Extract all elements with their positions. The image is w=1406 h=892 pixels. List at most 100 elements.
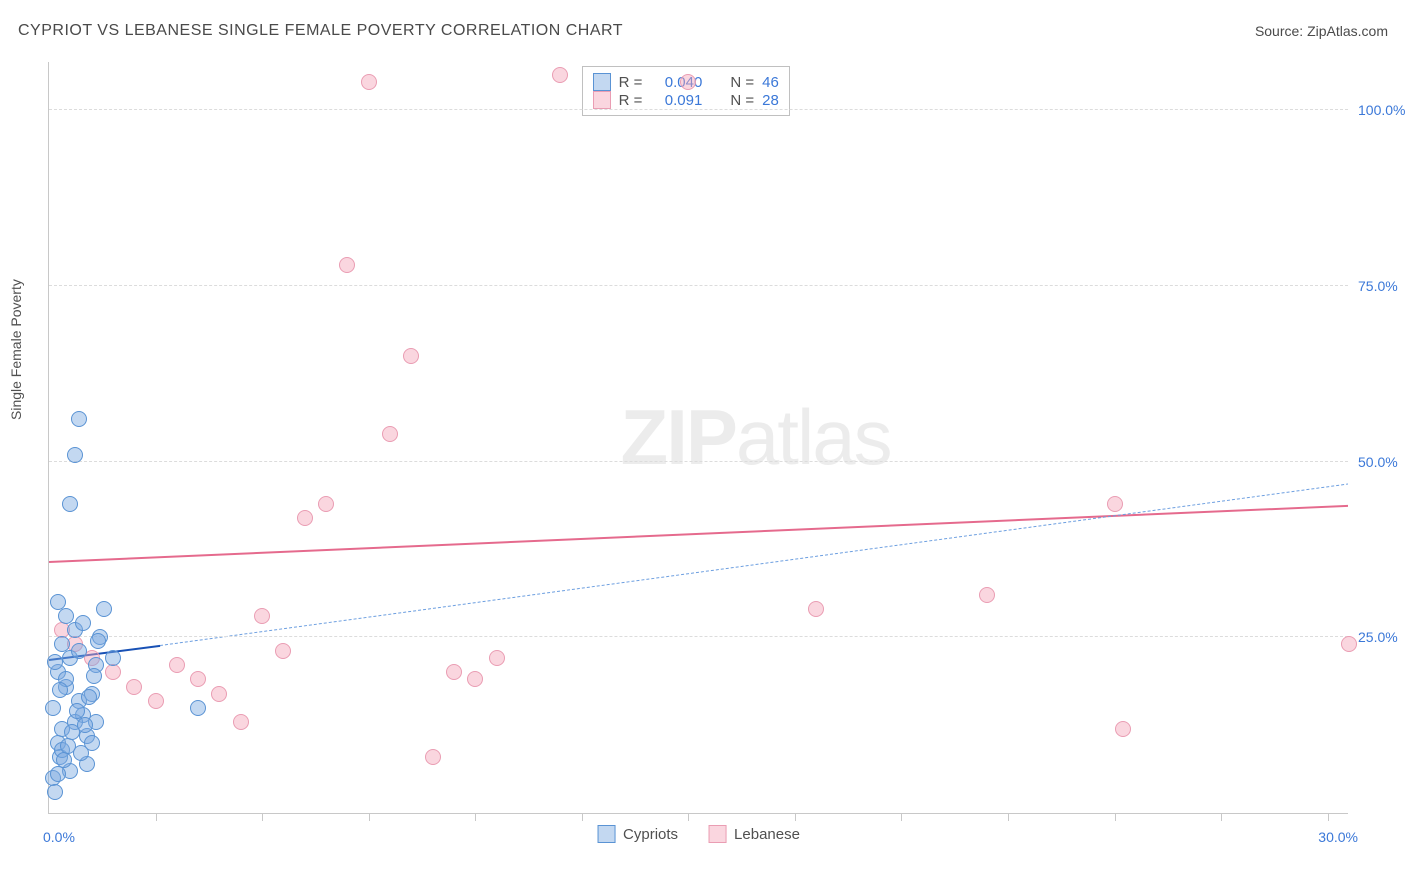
data-point (211, 686, 227, 702)
watermark-bold: ZIP (621, 393, 736, 481)
data-point (148, 693, 164, 709)
chart-source: Source: ZipAtlas.com (1255, 23, 1388, 39)
source-prefix: Source: (1255, 23, 1307, 39)
x-tick (901, 813, 902, 821)
data-point (169, 657, 185, 673)
trend-lines-layer (49, 62, 1348, 813)
x-tick (1328, 813, 1329, 821)
data-point (96, 601, 112, 617)
y-axis-label: Single Female Poverty (8, 279, 24, 420)
n-label: N = (730, 74, 754, 91)
legend-stat-row: R = 0.091 N = 28 (593, 91, 779, 109)
data-point (190, 671, 206, 687)
x-tick (369, 813, 370, 821)
legend-swatch (593, 91, 611, 109)
legend-swatch (593, 73, 611, 91)
data-point (105, 650, 121, 666)
data-point (71, 411, 87, 427)
data-point (446, 664, 462, 680)
data-point (67, 447, 83, 463)
watermark-light: atlas (736, 393, 891, 481)
n-label: N = (730, 92, 754, 109)
x-tick (1221, 813, 1222, 821)
x-tick (1008, 813, 1009, 821)
x-axis-min-label: 0.0% (43, 829, 75, 845)
data-point (126, 679, 142, 695)
legend-item-lebanese: Lebanese (708, 825, 800, 843)
n-value: 46 (762, 74, 779, 91)
data-point (1115, 721, 1131, 737)
data-point (58, 608, 74, 624)
r-label: R = (619, 74, 643, 91)
x-tick (262, 813, 263, 821)
data-point (680, 74, 696, 90)
data-point (489, 650, 505, 666)
x-tick (582, 813, 583, 821)
data-point (467, 671, 483, 687)
data-point (254, 608, 270, 624)
x-tick (156, 813, 157, 821)
x-axis-max-label: 30.0% (1318, 829, 1358, 845)
x-tick (1115, 813, 1116, 821)
y-tick-label: 50.0% (1358, 454, 1406, 470)
data-point (90, 633, 106, 649)
data-point (105, 664, 121, 680)
data-point (979, 587, 995, 603)
gridline (49, 285, 1348, 286)
gridline (49, 109, 1348, 110)
data-point (425, 749, 441, 765)
data-point (190, 700, 206, 716)
data-point (52, 682, 68, 698)
legend-label-cypriots: Cypriots (623, 826, 678, 843)
chart-header: CYPRIOT VS LEBANESE SINGLE FEMALE POVERT… (18, 22, 1388, 40)
legend-item-cypriots: Cypriots (597, 825, 678, 843)
data-point (339, 257, 355, 273)
x-tick (795, 813, 796, 821)
data-point (403, 348, 419, 364)
data-point (50, 594, 66, 610)
data-point (318, 496, 334, 512)
legend-swatch-lebanese (708, 825, 726, 843)
watermark: ZIPatlas (621, 392, 891, 483)
data-point (808, 601, 824, 617)
series-legend: Cypriots Lebanese (597, 825, 800, 843)
r-label: R = (619, 92, 643, 109)
data-point (297, 510, 313, 526)
source-name: ZipAtlas.com (1307, 23, 1388, 39)
x-tick (475, 813, 476, 821)
y-tick-label: 100.0% (1358, 102, 1406, 118)
data-point (47, 654, 63, 670)
data-point (47, 784, 63, 800)
y-tick-label: 25.0% (1358, 629, 1406, 645)
data-point (45, 700, 61, 716)
legend-swatch-cypriots (597, 825, 615, 843)
data-point (77, 717, 93, 733)
gridline (49, 636, 1348, 637)
chart-plot-area: ZIPatlas R =0.040N =46R =0.091N =28 Cypr… (48, 62, 1348, 814)
data-point (1341, 636, 1357, 652)
trend-line (160, 484, 1348, 647)
data-point (54, 636, 70, 652)
data-point (71, 643, 87, 659)
data-point (233, 714, 249, 730)
data-point (50, 766, 66, 782)
y-tick-label: 75.0% (1358, 278, 1406, 294)
legend-label-lebanese: Lebanese (734, 826, 800, 843)
data-point (81, 689, 97, 705)
x-tick (688, 813, 689, 821)
r-value: 0.091 (650, 92, 702, 109)
data-point (1107, 496, 1123, 512)
data-point (56, 752, 72, 768)
data-point (382, 426, 398, 442)
data-point (275, 643, 291, 659)
trend-line (49, 505, 1348, 563)
data-point (552, 67, 568, 83)
gridline (49, 461, 1348, 462)
chart-title: CYPRIOT VS LEBANESE SINGLE FEMALE POVERT… (18, 22, 623, 40)
data-point (75, 615, 91, 631)
data-point (62, 496, 78, 512)
data-point (86, 668, 102, 684)
data-point (361, 74, 377, 90)
n-value: 28 (762, 92, 779, 109)
data-point (73, 745, 89, 761)
